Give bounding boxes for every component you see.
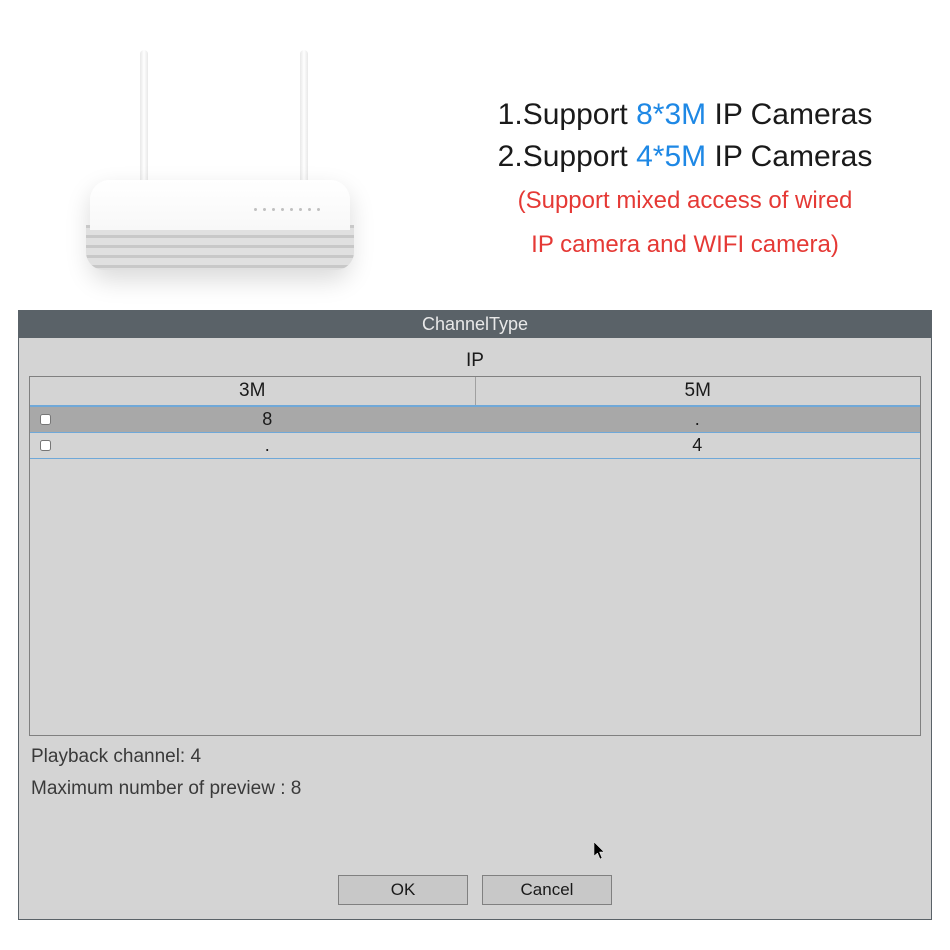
table-row[interactable]: . 4 [30, 433, 920, 459]
antenna-left-icon [140, 50, 148, 190]
router-image [30, 30, 410, 290]
table-row[interactable]: 8 . [30, 407, 920, 433]
note-line-2: IP camera and WIFI camera) [450, 228, 920, 262]
row-1-cell-5m: . [474, 409, 920, 430]
dialog-title: ChannelType [19, 311, 931, 338]
row-checkbox-2[interactable] [30, 440, 60, 451]
col-header-5m: 5M [476, 377, 921, 405]
router-body-icon [90, 180, 350, 270]
ok-button[interactable]: OK [338, 875, 468, 905]
feature-2-accent: 4*5M [636, 140, 706, 173]
checkbox-1[interactable] [40, 414, 51, 425]
ip-header: IP [29, 346, 921, 376]
checkbox-2[interactable] [40, 440, 51, 451]
feature-line-1: 1.Support 8*3M IP Cameras [450, 98, 920, 132]
row-1-cell-3m: 8 [60, 409, 474, 430]
row-checkbox-1[interactable] [30, 414, 60, 425]
dialog-button-row: OK Cancel [19, 875, 931, 905]
playback-channel-label: Playback channel: 4 [31, 746, 921, 768]
feature-1-accent: 8*3M [636, 98, 706, 131]
top-section: 1.Support 8*3M IP Cameras 2.Support 4*5M… [0, 0, 950, 310]
feature-1-suffix: IP Cameras [706, 98, 872, 131]
row-2-cell-3m: . [60, 435, 474, 456]
cancel-button[interactable]: Cancel [482, 875, 612, 905]
note-line-1: (Support mixed access of wired [450, 184, 920, 218]
feature-2-prefix: 2.Support [498, 140, 636, 173]
cursor-icon [594, 842, 608, 865]
feature-1-prefix: 1.Support [498, 98, 636, 131]
dialog-body: IP 3M 5M 8 . . 4 Playback channel: 4 Max… [19, 338, 931, 808]
col-header-3m: 3M [30, 377, 476, 405]
feature-text: 1.Support 8*3M IP Cameras 2.Support 4*5M… [410, 58, 920, 261]
feature-line-2: 2.Support 4*5M IP Cameras [450, 140, 920, 174]
channel-table: 3M 5M 8 . . 4 [29, 376, 921, 736]
router-top [90, 180, 350, 230]
max-preview-label: Maximum number of preview : 8 [31, 778, 921, 800]
row-2-cell-5m: 4 [474, 435, 920, 456]
table-header-row: 3M 5M [30, 377, 920, 407]
router-led-dots [254, 208, 320, 211]
antenna-right-icon [300, 50, 308, 190]
feature-2-suffix: IP Cameras [706, 140, 872, 173]
channel-type-dialog: ChannelType IP 3M 5M 8 . . 4 Playback ch… [18, 310, 932, 920]
